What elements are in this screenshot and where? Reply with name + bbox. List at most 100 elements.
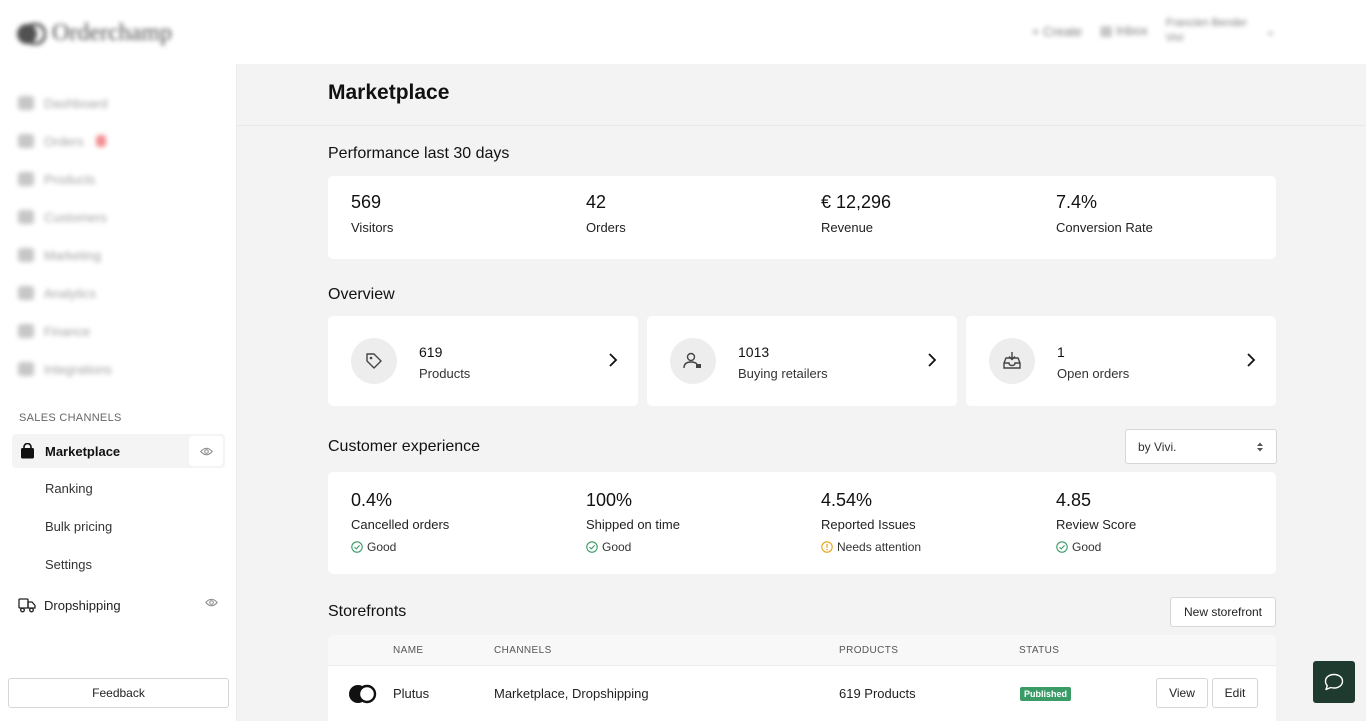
stat-status: Good xyxy=(351,540,449,554)
sidebar-item-label: Dropshipping xyxy=(44,597,121,613)
sidebar-item-marketplace[interactable]: Marketplace xyxy=(12,434,225,468)
inbox-button[interactable]: ▤ Inbox xyxy=(1100,23,1148,38)
sidebar-item-finance[interactable]: Finance xyxy=(18,312,112,350)
check-circle-icon xyxy=(351,541,363,553)
shopping-bag-icon xyxy=(21,443,34,459)
sidebar-item-label: Analytics xyxy=(44,285,97,301)
stat-value: € 12,296 xyxy=(821,192,892,212)
sidebar-item-marketing[interactable]: Marketing xyxy=(18,236,112,274)
storefront-name: Plutus xyxy=(393,686,430,701)
overview-label: Open orders xyxy=(1057,366,1130,381)
stat-label: Cancelled orders xyxy=(351,517,450,532)
sidebar-item-label: Dashboard xyxy=(44,95,108,111)
eye-icon xyxy=(199,447,213,455)
sidebar-item-label: Integrations xyxy=(44,361,112,377)
top-bar: Orderchamp + Create ▤ Inbox Francien Ben… xyxy=(0,0,1366,64)
top-actions: + Create ▤ Inbox Francien Bender Vivi ⌄ xyxy=(1032,16,1276,46)
sidebar-item-label: Customers xyxy=(44,209,107,225)
status-badge: Published xyxy=(1020,687,1072,701)
chat-bubble-icon xyxy=(1324,673,1344,691)
cx-stat-shipped-on-time: 100% Shipped on time Good xyxy=(586,490,680,554)
overview-value: 619 xyxy=(419,344,443,360)
tag-icon xyxy=(18,172,34,186)
stat-status: Good xyxy=(586,540,680,554)
inbox-icon xyxy=(989,338,1035,384)
logo-text: Orderchamp xyxy=(52,20,172,46)
tag-icon xyxy=(351,338,397,384)
sidebar-item-integrations[interactable]: Integrations xyxy=(18,350,112,388)
sidebar-item-settings[interactable]: Settings xyxy=(45,557,92,572)
chevron-down-icon[interactable]: ⌄ xyxy=(1265,23,1276,38)
main-content: Marketplace Performance last 30 days 569… xyxy=(237,64,1366,721)
new-storefront-button[interactable]: New storefront xyxy=(1170,597,1276,627)
create-button[interactable]: + Create xyxy=(1031,23,1083,39)
storefronts-title: Storefronts xyxy=(328,603,407,620)
sidebar-item-products[interactable]: Products xyxy=(18,160,112,198)
customer-experience-card: 0.4% Cancelled orders Good 100% Shipped … xyxy=(328,472,1276,574)
storefronts-table-header: NAME CHANNELS PRODUCTS STATUS xyxy=(328,635,1276,665)
stat-label: Reported Issues xyxy=(821,517,916,532)
chat-button[interactable] xyxy=(1313,661,1355,703)
status-text: Good xyxy=(602,540,632,554)
column-header-channels: CHANNELS xyxy=(494,645,552,656)
cx-stat-reported-issues: 4.54% Reported Issues Needs attention xyxy=(821,490,921,554)
stat-value: 42 xyxy=(586,192,607,212)
overview-label: Buying retailers xyxy=(738,366,828,381)
sidebar-item-dropshipping[interactable]: Dropshipping xyxy=(18,594,218,616)
sales-channels-label: SALES CHANNELS xyxy=(19,412,122,424)
sidebar-item-label: Marketing xyxy=(44,247,102,263)
visibility-toggle[interactable] xyxy=(189,436,223,466)
storefront-logo-icon xyxy=(349,684,377,704)
page-title: Marketplace xyxy=(328,81,450,104)
eye-icon[interactable] xyxy=(205,598,218,607)
overview-card-products[interactable]: 619 Products xyxy=(328,316,638,406)
sidebar-item-customers[interactable]: Customers xyxy=(18,198,112,236)
feedback-button[interactable]: Feedback xyxy=(8,678,229,708)
stat-status: Good xyxy=(1056,540,1136,554)
sidebar-item-orders[interactable]: Orders xyxy=(18,122,112,160)
link-icon xyxy=(18,362,34,376)
select-arrows-icon xyxy=(1257,442,1263,452)
user-menu[interactable]: Francien Bender Vivi xyxy=(1166,16,1247,46)
stat-label: Review Score xyxy=(1056,517,1137,532)
sidebar-item-analytics[interactable]: Analytics xyxy=(18,274,112,312)
sidebar-item-label: Marketplace xyxy=(45,443,121,459)
column-header-products: PRODUCTS xyxy=(839,645,899,656)
page-header: Marketplace xyxy=(237,64,1366,126)
retailer-icon xyxy=(670,338,716,384)
chevron-right-icon xyxy=(928,353,937,367)
customer-experience-title: Customer experience xyxy=(328,438,481,455)
sidebar-item-dashboard[interactable]: Dashboard xyxy=(18,84,112,122)
orders-icon xyxy=(18,134,34,148)
stat-label: Conversion Rate xyxy=(1056,220,1153,235)
app-logo[interactable]: Orderchamp xyxy=(16,20,172,47)
sidebar-item-label: Products xyxy=(44,171,96,187)
sidebar-item-ranking[interactable]: Ranking xyxy=(45,481,93,496)
overview-card-open-orders[interactable]: 1 Open orders xyxy=(966,316,1276,406)
orders-badge xyxy=(95,135,106,147)
stat-label: Orders xyxy=(586,220,626,235)
sidebar-item-label: Orders xyxy=(44,133,84,149)
stat-revenue: € 12,296 Revenue xyxy=(821,192,891,235)
sidebar-item-bulk-pricing[interactable]: Bulk pricing xyxy=(45,519,113,534)
sidebar: Dashboard Orders Products Customers Mark… xyxy=(0,64,237,721)
overview-value: 1 xyxy=(1057,344,1065,360)
overview-card-buying-retailers[interactable]: 1013 Buying retailers xyxy=(647,316,957,406)
sidebar-item-label: Finance xyxy=(44,323,91,339)
column-header-status: STATUS xyxy=(1019,645,1060,656)
cx-stat-cancelled-orders: 0.4% Cancelled orders Good xyxy=(351,490,449,554)
edit-button[interactable]: Edit xyxy=(1212,678,1258,708)
stat-value: 4.85 xyxy=(1056,490,1092,510)
view-button[interactable]: View xyxy=(1156,678,1208,708)
home-icon xyxy=(18,96,34,110)
select-value: by Vivi. xyxy=(1138,439,1177,454)
warning-circle-icon xyxy=(821,541,833,553)
stat-visitors: 569 Visitors xyxy=(351,192,393,235)
truck-icon xyxy=(18,598,36,613)
megaphone-icon xyxy=(18,248,34,262)
stat-label: Shipped on time xyxy=(586,517,680,532)
check-circle-icon xyxy=(586,541,598,553)
storefront-select[interactable]: by Vivi. xyxy=(1125,429,1277,464)
logo-icon xyxy=(17,22,46,45)
status-text: Needs attention xyxy=(837,540,922,554)
